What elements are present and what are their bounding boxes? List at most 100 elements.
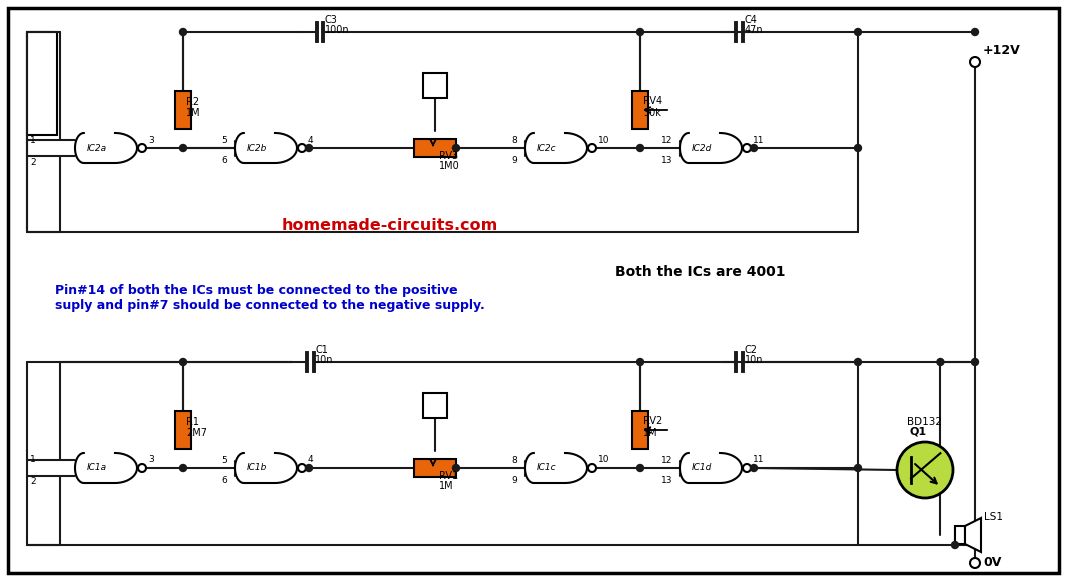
Text: +12V: +12V: [983, 44, 1021, 56]
Text: 8: 8: [511, 136, 517, 145]
Text: 6: 6: [221, 156, 227, 165]
Text: C4: C4: [745, 15, 758, 25]
Text: RV1: RV1: [439, 471, 458, 481]
Bar: [632, 411, 648, 449]
Text: Q1: Q1: [910, 427, 927, 437]
Text: LS1: LS1: [984, 512, 1003, 522]
Circle shape: [855, 145, 861, 152]
Circle shape: [750, 464, 758, 472]
Circle shape: [179, 464, 187, 472]
Bar: [27, 32, 57, 135]
Circle shape: [637, 358, 643, 365]
Text: RV3: RV3: [439, 151, 458, 161]
Text: homemade-circuits.com: homemade-circuits.com: [282, 217, 498, 232]
Circle shape: [637, 145, 643, 152]
Circle shape: [179, 145, 187, 152]
Text: 1: 1: [30, 135, 36, 145]
Text: 1M: 1M: [643, 428, 657, 438]
Circle shape: [971, 358, 978, 365]
Circle shape: [179, 358, 187, 365]
Text: R1: R1: [186, 417, 200, 427]
Polygon shape: [680, 133, 742, 163]
Circle shape: [855, 464, 861, 472]
Text: C2: C2: [745, 345, 758, 355]
Text: IC2b: IC2b: [246, 144, 267, 152]
Circle shape: [452, 145, 460, 152]
Text: IC2c: IC2c: [537, 144, 557, 152]
Text: 12: 12: [660, 456, 672, 465]
Text: IC1a: IC1a: [86, 464, 107, 472]
Text: 11: 11: [753, 135, 764, 145]
Circle shape: [588, 144, 596, 152]
Circle shape: [637, 464, 643, 472]
Polygon shape: [75, 133, 137, 163]
Text: 4: 4: [308, 135, 314, 145]
Polygon shape: [965, 518, 981, 552]
Text: 10: 10: [598, 135, 609, 145]
Text: C1: C1: [315, 345, 328, 355]
Bar: [423, 73, 447, 98]
Bar: [632, 91, 648, 129]
Text: 4: 4: [308, 456, 314, 464]
Circle shape: [937, 358, 944, 365]
Bar: [414, 139, 456, 157]
Text: 2: 2: [30, 478, 35, 486]
Polygon shape: [680, 453, 742, 483]
Text: 2M7: 2M7: [186, 428, 207, 438]
Text: 5: 5: [221, 136, 227, 145]
Text: 0V: 0V: [983, 557, 1001, 569]
Polygon shape: [525, 133, 587, 163]
Bar: [423, 393, 447, 418]
Circle shape: [305, 145, 313, 152]
Text: 9: 9: [511, 156, 517, 165]
Text: IC2d: IC2d: [691, 144, 712, 152]
Circle shape: [971, 28, 978, 35]
Text: RV4: RV4: [643, 96, 663, 106]
Text: RV2: RV2: [643, 416, 663, 426]
Text: 5: 5: [221, 456, 227, 465]
Polygon shape: [235, 453, 297, 483]
Text: IC1c: IC1c: [537, 464, 557, 472]
Text: 1: 1: [30, 456, 36, 464]
Circle shape: [970, 558, 980, 568]
Bar: [175, 411, 191, 449]
Text: 8: 8: [511, 456, 517, 465]
Text: 12: 12: [660, 136, 672, 145]
Circle shape: [298, 144, 306, 152]
Text: 10: 10: [598, 456, 609, 464]
Polygon shape: [525, 453, 587, 483]
Circle shape: [179, 28, 187, 35]
Text: C3: C3: [325, 15, 338, 25]
Text: 13: 13: [660, 156, 672, 165]
Text: IC2a: IC2a: [86, 144, 107, 152]
Circle shape: [588, 464, 596, 472]
Polygon shape: [75, 453, 137, 483]
Circle shape: [743, 464, 751, 472]
Circle shape: [138, 144, 146, 152]
Circle shape: [897, 442, 953, 498]
Circle shape: [298, 464, 306, 472]
Circle shape: [855, 28, 861, 35]
Text: 100n: 100n: [325, 25, 350, 35]
Text: 10n: 10n: [315, 355, 334, 365]
Text: 3: 3: [148, 135, 154, 145]
Text: 1M: 1M: [439, 481, 453, 491]
Bar: [414, 459, 456, 477]
Text: 10n: 10n: [745, 355, 764, 365]
Text: 6: 6: [221, 476, 227, 485]
Text: 47n: 47n: [745, 25, 764, 35]
Text: Pin#14 of both the ICs must be connected to the positive
suply and pin#7 should : Pin#14 of both the ICs must be connected…: [55, 284, 484, 312]
Text: 3: 3: [148, 456, 154, 464]
Text: Both the ICs are 4001: Both the ICs are 4001: [615, 265, 785, 279]
Text: 13: 13: [660, 476, 672, 485]
Text: R2: R2: [186, 97, 200, 107]
Bar: [955, 526, 965, 544]
Bar: [175, 91, 191, 129]
Circle shape: [750, 145, 758, 152]
Circle shape: [637, 28, 643, 35]
Text: 9: 9: [511, 476, 517, 485]
Text: 30k: 30k: [643, 108, 660, 118]
Circle shape: [305, 464, 313, 472]
Text: BD132: BD132: [907, 417, 942, 427]
Text: 2: 2: [30, 157, 35, 167]
